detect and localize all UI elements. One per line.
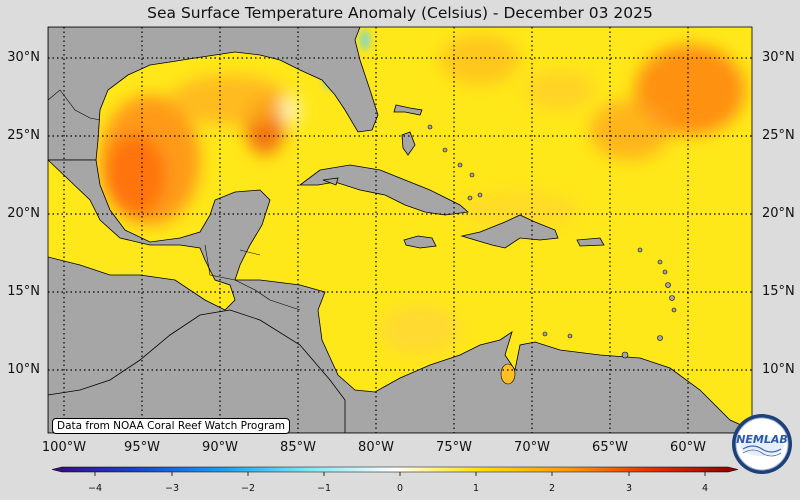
lat-label-25n: 25°N: [7, 128, 40, 143]
lon-label-80w: 80°W: [358, 440, 394, 455]
lon-label-75w: 75°W: [436, 440, 472, 455]
country-borders: [48, 89, 301, 311]
colorbar-tick: −4: [87, 483, 102, 494]
lon-label-60w: 60°W: [670, 440, 706, 455]
lat-label-30n-right: 30°N: [762, 50, 795, 65]
colorbar-tick: 1: [472, 483, 480, 494]
lon-label-90w: 90°W: [202, 440, 238, 455]
lat-label-20n: 20°N: [7, 206, 40, 221]
lon-label-85w: 85°W: [280, 440, 316, 455]
colorbar-tick: 2: [548, 483, 556, 494]
lat-label-30n: 30°N: [7, 50, 40, 65]
lat-label-20n-right: 20°N: [762, 206, 795, 221]
land: [48, 27, 752, 433]
colorbar: [51, 466, 739, 473]
lon-label-65w: 65°W: [592, 440, 628, 455]
colorbar-tick: 0: [396, 483, 404, 494]
lon-label-70w: 70°W: [514, 440, 550, 455]
graticule: [48, 27, 752, 433]
colorbar-tick: −2: [240, 483, 255, 494]
lat-label-15n: 15°N: [7, 284, 40, 299]
lat-label-10n-right: 10°N: [762, 362, 795, 377]
lon-label-100w: 100°W: [41, 440, 87, 455]
colorbar-tick: 4: [701, 483, 709, 494]
logo-text: NEMLAB: [736, 433, 788, 446]
colorbar-tick: −1: [316, 483, 331, 494]
data-credit: Data from NOAA Coral Reef Watch Program: [52, 418, 290, 434]
lat-label-10n: 10°N: [7, 362, 40, 377]
lat-label-15n-right: 15°N: [762, 284, 795, 299]
colorbar-tick: 3: [625, 483, 633, 494]
map-title: Sea Surface Temperature Anomaly (Celsius…: [147, 4, 653, 22]
colorbar-tick: −3: [164, 483, 179, 494]
nemlab-logo: NEMLAB: [732, 414, 792, 474]
lat-label-25n-right: 25°N: [762, 128, 795, 143]
lon-label-95w: 95°W: [124, 440, 160, 455]
